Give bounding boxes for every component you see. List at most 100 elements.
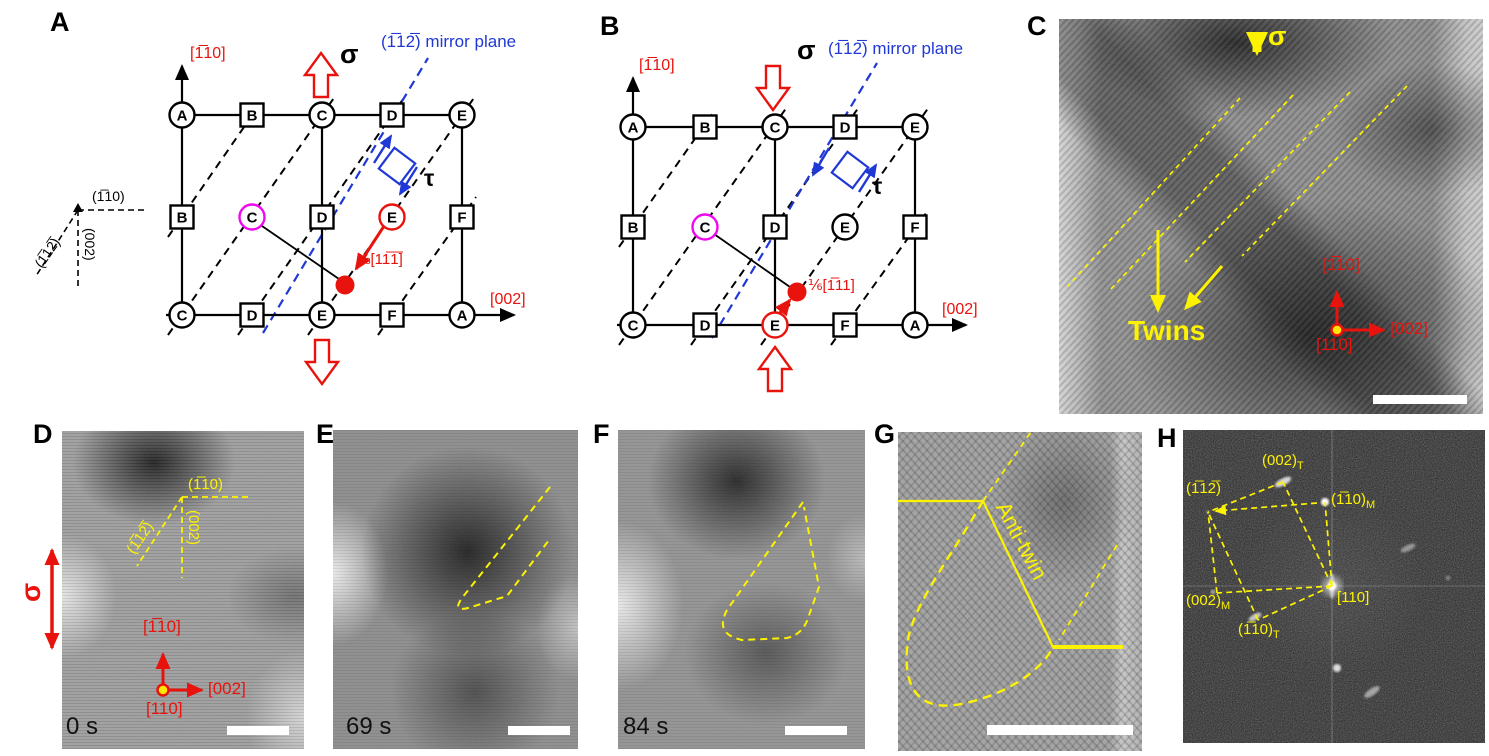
lattice-node-letter: D [700,317,711,334]
crystal-axes [155,652,204,698]
sigma-symbol-b: σ [797,35,816,65]
lattice-node-letter: F [387,307,396,324]
timestamp-d: 0 s [66,713,99,740]
panel-label-a: A [50,7,70,37]
fft-spot-label: (002)T [1262,453,1304,473]
connector-line [261,225,340,280]
panel-a-diagram [35,50,516,387]
fft-spot-label-subscript: M [1366,499,1376,511]
antitwin-outline [457,486,551,610]
fft-spot-label-subscript: T [1297,460,1304,472]
axis-label-c-horizontal: [002] [1390,319,1428,338]
axis-label-b-vertical: [1̅10] [639,57,675,74]
lattice-node-letter: A [177,107,188,124]
sigma-symbol-a: σ [340,39,359,69]
tau-symbol-a: τ [424,165,435,191]
panel-label-h: H [1157,423,1177,453]
lattice-node [168,101,196,129]
fft-spot-label-text: (002) [1262,452,1298,469]
axis-label-d-horizontal: [002] [208,679,246,698]
antitwin-loop-dashed [905,500,1053,707]
lattice-node [619,113,647,141]
lattice-node [832,312,858,338]
plane-legend [35,209,148,290]
connector-line [713,233,791,288]
fft-spot-label: (1̅12̅) [1186,481,1221,497]
antitwin-boundary-dashed [982,431,1032,502]
tau-shear-couple [811,147,878,193]
plane-label-d-110: (1̅10) [188,476,224,493]
plane-label-d-002: (002) [185,510,202,546]
lattice-node [691,213,719,241]
reciprocal-lattice-lines [1207,481,1333,621]
lattice-node [379,302,405,328]
twin-boundary-lines [1067,85,1408,291]
lattice-node-letter: B [628,219,639,236]
lattice-node-letter: D [840,119,851,136]
mirror-plane-label-b: (1̅12̅) mirror plane [828,39,964,58]
lattice-node-letter: D [317,209,328,226]
lattice-node-letter: D [770,219,781,236]
lattice-node-letter: D [247,307,258,324]
antitwin-outline [722,501,821,642]
lattice-node-letter: F [840,317,849,334]
lattice-node-letter: E [910,119,920,136]
mirror-plane-line [262,57,429,334]
fft-spot-label-subscript: T [1273,629,1280,641]
twins-pointer-arrow [1184,265,1224,311]
sigma-symbol-d: σ [15,582,46,602]
lattice-node [239,102,265,128]
panel-label-e: E [316,419,335,449]
axis-label-a-horizontal: [002] [490,291,526,308]
axis-label-d-vertical: [1̅10] [143,617,181,636]
lattice-node-letter: E [770,317,780,334]
axis-label-a-vertical: [1̅10] [190,45,226,62]
panel-b-lattice: A B C D E B C D E F C D E F A [619,113,929,339]
lattice-node-letter: C [770,119,781,136]
compression-arrow-up [756,344,794,393]
panel-label-b: B [600,11,620,41]
lattice-node [238,203,266,231]
lattice-node [168,301,196,329]
fft-spot-label-text: [110] [1337,589,1370,606]
lattice-node-letter: C [247,209,258,226]
lattice-node [308,101,336,129]
panel-label-g: G [874,419,896,449]
lattice-node [169,204,195,230]
lattice-node [620,214,646,240]
legend-plane-110: (1̅10) [92,188,125,204]
fft-spot-label: (002)M [1186,593,1230,613]
legend-plane-002: (002) [82,228,98,261]
scale-bar [508,726,570,735]
image-noise-layer [62,19,1485,751]
fft-spot-label-subscript: M [1221,600,1231,612]
shifted-atom-dot [787,282,807,302]
panel-c-annotations [1067,32,1467,404]
tension-arrow-up [302,50,340,99]
axis-label-b-horizontal: [002] [942,301,978,318]
partial-dislocation-arrow [354,225,386,271]
mirror-plane-line [711,62,878,339]
scale-bar [227,726,289,735]
lattice-node [902,214,928,240]
lattice-node-letter: F [457,209,466,226]
partial-dislocation-label-b: ⅙[1̅11] [808,277,855,294]
lattice-node [448,301,476,329]
lattice-node-letter: E [840,219,850,236]
fft-spot-label-text: (002) [1186,592,1222,609]
lattice-node [901,113,929,141]
fft-spot-label-text: (1̅10) [1331,491,1367,508]
panel-a-lattice: A B C D E B C D E F C D E F A [168,101,476,329]
panel-g-annotations [898,431,1133,735]
lattice-node [619,311,647,339]
lattice-node [309,204,335,230]
panel-label-d: D [33,419,53,449]
lattice-node-letter: B [177,209,188,226]
lattice-node [692,114,718,140]
scale-bar [785,726,847,735]
timestamp-f: 84 s [623,713,669,740]
partial-dislocation-arrow [774,298,792,317]
tau-shear-couple [372,134,419,196]
lattice-node [448,101,476,129]
panel-d-annotations [44,496,289,735]
